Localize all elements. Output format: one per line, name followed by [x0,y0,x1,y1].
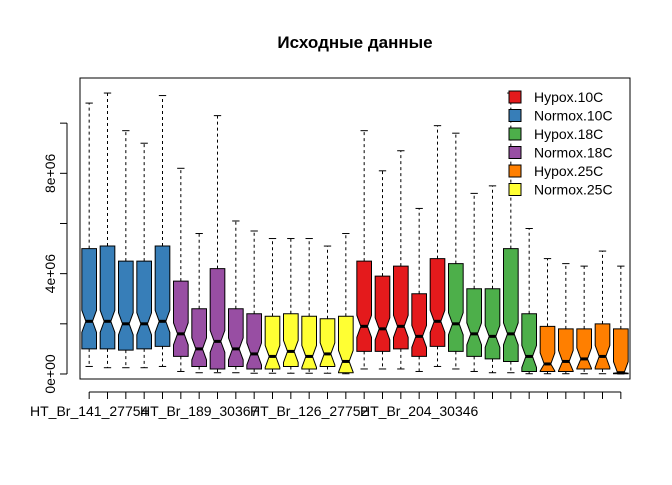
box-body [429,258,446,347]
box-body [301,315,317,370]
box-body [521,313,537,372]
box-body [136,260,152,350]
boxplot-box-19 [411,207,427,372]
boxes-layer [81,92,629,375]
box-body [393,265,409,350]
chart-title: Исходные данные [277,33,432,52]
legend-item-1: Normox.10C [508,108,613,124]
boxplot-box-28 [576,265,592,375]
box-body [356,260,372,352]
box-body [374,275,391,352]
box-body [99,245,116,350]
plot-frame [79,77,631,380]
legend-swatch [508,127,522,141]
box-body [576,328,592,370]
boxplot-box-16 [356,130,372,370]
x-tick-label: HT_Br_141_27754 [30,403,149,419]
boxplot-box-7 [191,233,207,374]
boxplot-box-26 [539,258,556,375]
boxplot-box-4 [136,142,152,369]
x-tick-label: HT_Br_189_30367 [140,403,259,419]
boxplot-box-6 [173,167,189,372]
legend-swatch [508,109,522,122]
box-body [338,315,354,374]
box-body [503,248,519,362]
boxplot-box-27 [558,263,574,375]
box-body [264,315,281,370]
legend-item-3: Normox.18C [508,145,613,161]
x-tick-label: HT_Br_204_30346 [360,403,479,419]
box-body [484,288,501,360]
legend-item-0: Hypox.10C [508,89,603,105]
x-tick-label: HT_Br_126_27752 [250,403,369,419]
boxplot-box-9 [228,220,244,374]
y-tick-label: 8e+06 [42,153,58,193]
box-body [173,280,189,357]
box-body [154,245,171,347]
legend-label: Hypox.10C [534,89,603,105]
legend-label: Normox.25C [534,182,613,198]
box-body [118,260,134,351]
box-body [558,328,574,372]
boxplot-box-23 [484,185,501,374]
y-tick-label: 4e+06 [42,254,58,294]
boxplot-box-30 [613,265,629,375]
boxplot-box-17 [374,170,391,370]
legend-swatch [508,183,522,196]
boxplot-box-1 [81,102,97,367]
axes-layer: 0e+00 4e+06 8e+06 HT_Br_141_27754HT_Br_189_… [30,77,631,419]
box-body [466,288,482,357]
boxplot-box-8 [209,115,226,374]
boxplot-box-21 [448,132,464,370]
boxplot-box-25 [521,228,537,375]
boxplot-box-14 [319,245,336,374]
box-body [613,328,629,375]
boxplot-box-29 [594,250,611,375]
legend-item-2: Hypox.18C [508,126,603,142]
boxplot-box-3 [118,130,134,369]
box-body [594,323,611,370]
box-body [81,248,97,350]
legend-swatch [508,164,522,178]
box-body [228,308,244,367]
legend-item-4: Hypox.25C [508,163,603,179]
boxplot-box-5 [154,95,171,367]
legend: Hypox.10C Normox.10C Hypox.18C Normox.18C Hy… [508,89,613,198]
box-body [283,313,299,367]
legend-label: Hypox.18C [534,126,603,142]
legend-label: Normox.18C [534,145,613,161]
y-tick-label: 0e+00 [42,354,58,394]
boxplot-box-2 [99,92,116,369]
boxplot-box-20 [429,125,446,367]
box-body [191,308,207,367]
legend-item-5: Normox.25C [508,182,613,198]
box-body [448,263,464,352]
box-body [246,313,262,370]
boxplot-box-18 [393,150,409,370]
boxplot-box-12 [283,238,299,374]
boxplot-box-13 [301,238,317,374]
legend-label: Hypox.25C [534,163,603,179]
legend-swatch [508,90,522,104]
box-body [539,325,556,372]
legend-label: Normox.10C [534,108,613,124]
boxplot-box-24 [503,92,519,374]
boxplot-box-15 [338,233,354,375]
box-body [209,268,226,370]
legend-swatch [508,146,522,159]
boxplot-box-10 [246,230,262,374]
box-body [411,293,427,357]
boxplot-box-11 [264,238,281,374]
box-body [319,318,336,367]
boxplot-box-22 [466,192,482,372]
